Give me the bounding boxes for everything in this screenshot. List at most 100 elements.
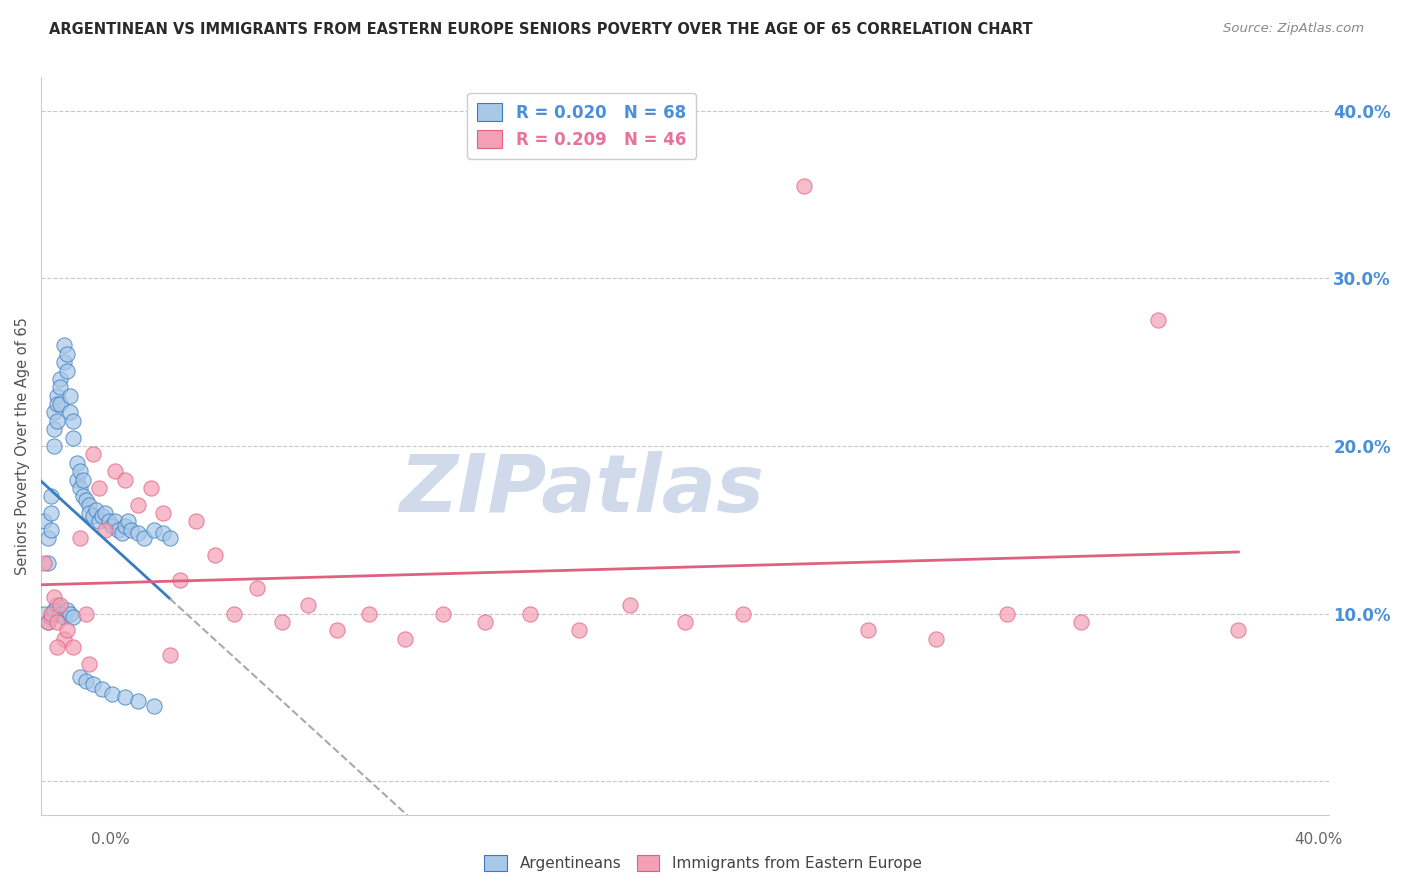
Point [568,624,591,638]
Point [39,610,62,624]
Point [858,624,880,638]
Text: 40.0%: 40.0% [1295,832,1343,847]
Point [65,456,87,470]
Point [101,687,124,701]
Point [46,397,69,411]
Point [75,492,97,507]
Point [75,607,97,621]
Point [46,389,69,403]
Point [246,582,269,596]
Point [127,693,149,707]
Text: Source: ZipAtlas.com: Source: ZipAtlas.com [1223,22,1364,36]
Point [142,523,165,537]
Point [69,464,91,478]
Point [152,506,174,520]
Point [925,632,948,646]
Point [39,506,62,520]
Point [359,607,381,621]
Point [326,624,349,638]
Point [394,632,416,646]
Point [731,607,754,621]
Point [519,607,541,621]
Point [69,670,91,684]
Point [204,548,226,562]
Point [39,489,62,503]
Point [79,657,101,671]
Point [619,598,641,612]
Point [52,338,75,352]
Point [59,389,82,403]
Point [69,481,91,495]
Point [34,607,56,621]
Point [110,526,132,541]
Point [42,603,65,617]
Point [297,598,319,612]
Point [87,515,110,529]
Point [39,523,62,537]
Point [49,607,72,621]
Point [34,515,56,529]
Point [42,439,65,453]
Point [117,515,139,529]
Point [91,681,114,696]
Point [62,414,84,428]
Y-axis label: Seniors Poverty Over the Age of 65: Seniors Poverty Over the Age of 65 [15,317,30,575]
Point [59,405,82,419]
Point [120,523,142,537]
Point [49,372,72,386]
Point [159,648,181,663]
Text: ZIPatlas: ZIPatlas [399,451,765,529]
Point [37,531,59,545]
Point [82,509,104,524]
Point [46,615,69,629]
Point [34,556,56,570]
Point [69,531,91,545]
Point [52,355,75,369]
Point [56,347,79,361]
Point [37,615,59,629]
Point [42,405,65,419]
Legend: Argentineans, Immigrants from Eastern Europe: Argentineans, Immigrants from Eastern Eu… [478,849,928,877]
Point [474,615,496,629]
Point [104,464,127,478]
Point [62,640,84,654]
Legend: R = 0.020   N = 68, R = 0.209   N = 46: R = 0.020 N = 68, R = 0.209 N = 46 [467,93,696,159]
Point [79,506,101,520]
Point [49,598,72,612]
Point [52,610,75,624]
Text: ARGENTINEAN VS IMMIGRANTS FROM EASTERN EUROPE SENIORS POVERTY OVER THE AGE OF 65: ARGENTINEAN VS IMMIGRANTS FROM EASTERN E… [49,22,1033,37]
Point [169,573,191,587]
Point [65,473,87,487]
Point [142,698,165,713]
Point [84,502,107,516]
Point [114,690,136,705]
Point [72,473,94,487]
Point [42,590,65,604]
Point [132,531,155,545]
Point [52,632,75,646]
Point [127,526,149,541]
Point [82,447,104,461]
Point [184,515,207,529]
Point [62,431,84,445]
Point [94,506,117,520]
Point [59,607,82,621]
Point [114,473,136,487]
Text: 0.0%: 0.0% [91,832,131,847]
Point [37,615,59,629]
Point [224,607,246,621]
Point [271,615,294,629]
Point [46,598,69,612]
Point [114,519,136,533]
Point [72,489,94,503]
Point [793,179,815,194]
Point [94,523,117,537]
Point [56,363,79,377]
Point [91,509,114,524]
Point [37,556,59,570]
Point [673,615,696,629]
Point [159,531,181,545]
Point [1070,615,1092,629]
Point [42,422,65,436]
Point [56,603,79,617]
